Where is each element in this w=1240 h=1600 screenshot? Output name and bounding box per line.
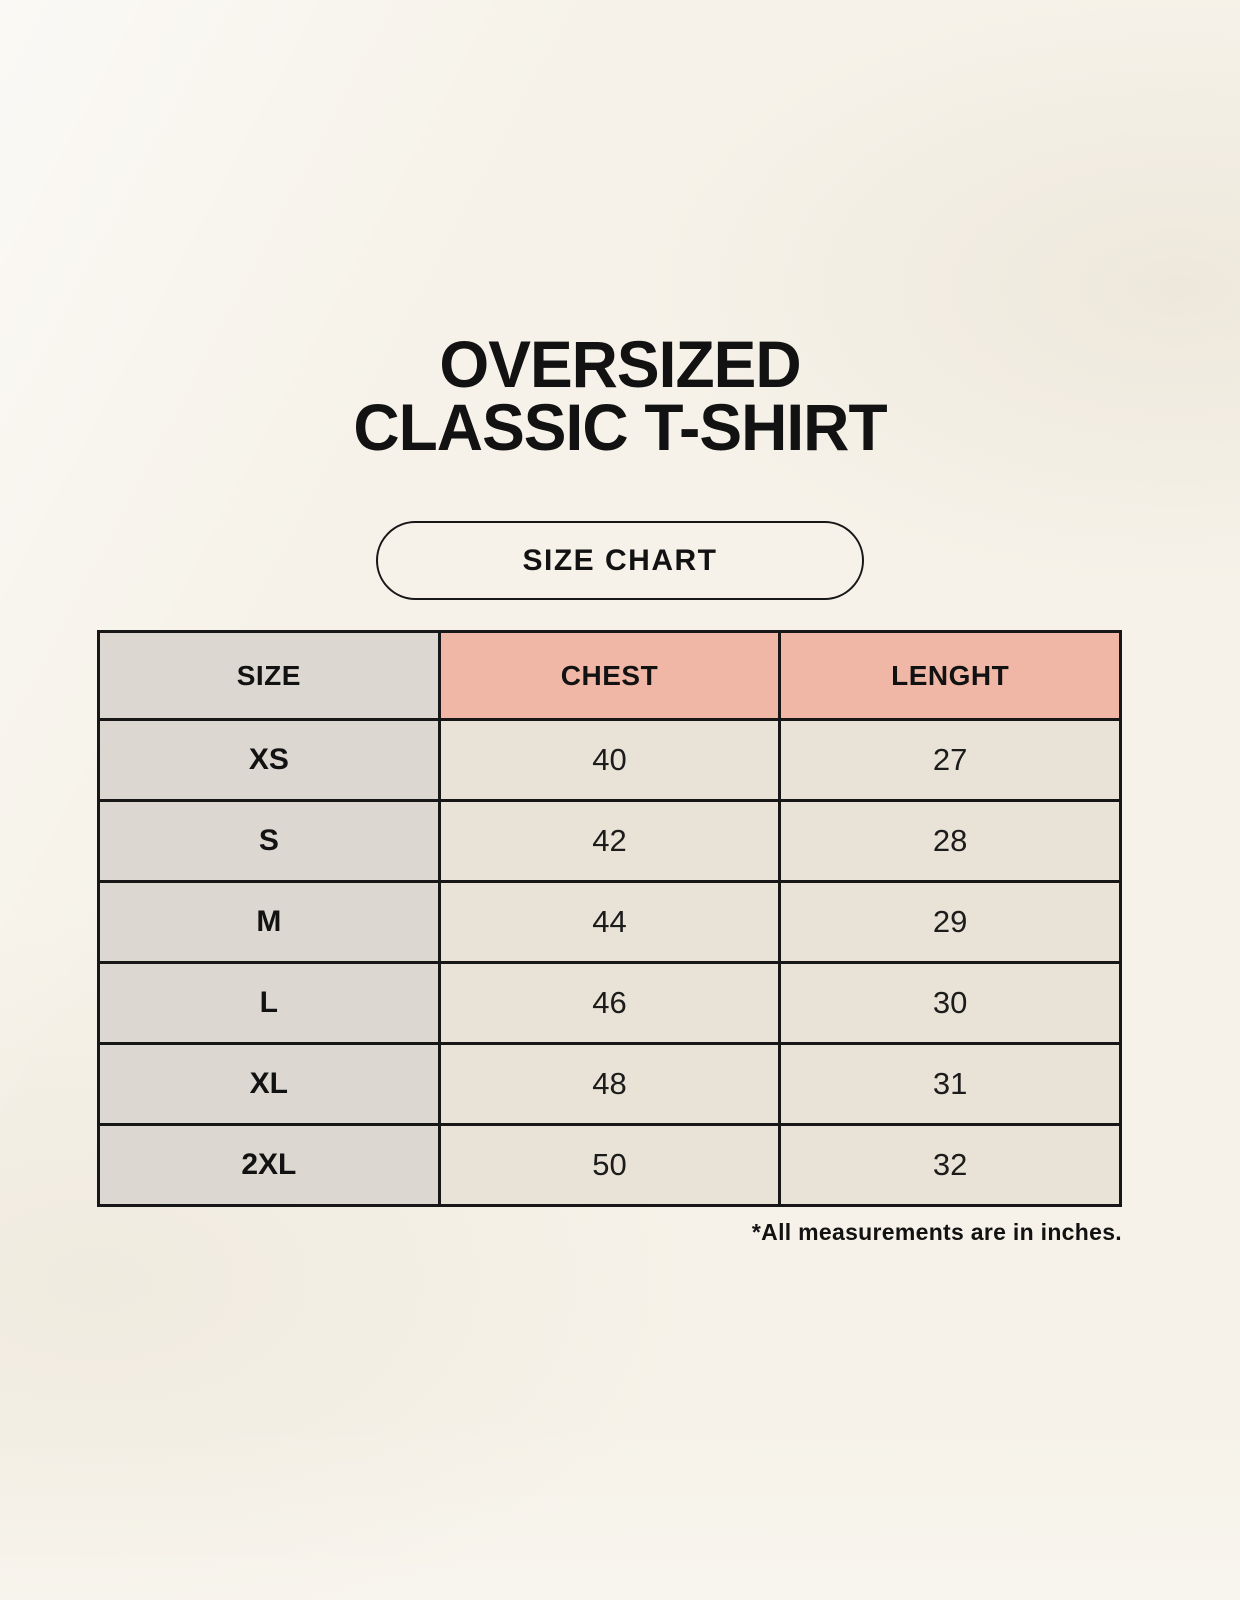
size-cell: XS [97, 718, 441, 802]
length-cell: 27 [778, 718, 1122, 802]
measurements-footnote: *All measurements are in inches. [751, 1219, 1122, 1245]
chest-cell: 40 [437, 718, 782, 802]
size-chart-badge[interactable]: SIZE CHART [376, 521, 864, 600]
length-cell: 31 [778, 1042, 1122, 1126]
column-header-chest: CHEST [437, 630, 782, 721]
column-header-length: LENGHT [778, 630, 1122, 721]
table-row: 2XL 50 32 [97, 1123, 1122, 1207]
length-cell: 28 [778, 799, 1122, 883]
size-cell: M [97, 880, 441, 964]
chest-cell: 50 [437, 1123, 782, 1207]
table-row: XS 40 27 [97, 718, 1122, 802]
chest-cell: 44 [437, 880, 782, 964]
chest-cell: 48 [437, 1042, 782, 1126]
size-cell: 2XL [97, 1123, 441, 1207]
size-cell: XL [97, 1042, 441, 1126]
chest-cell: 46 [437, 961, 782, 1045]
length-cell: 30 [778, 961, 1122, 1045]
length-cell: 32 [778, 1123, 1122, 1207]
chest-cell: 42 [437, 799, 782, 883]
size-chart-table: SIZE CHEST LENGHT XS 40 27 S 42 28 M 44 … [97, 630, 1122, 1207]
page-title-line2: CLASSIC T-SHIRT [353, 390, 887, 464]
page-title-line1: OVERSIZED [439, 327, 801, 401]
table-row: M 44 29 [97, 880, 1122, 964]
table-row: S 42 28 [97, 799, 1122, 883]
page-title: OVERSIZED CLASSIC T-SHIRT [19, 331, 1222, 460]
size-cell: L [97, 961, 441, 1045]
table-row: XL 48 31 [97, 1042, 1122, 1126]
column-header-size: SIZE [97, 630, 441, 721]
table-row: L 46 30 [97, 961, 1122, 1045]
length-cell: 29 [778, 880, 1122, 964]
table-header-row: SIZE CHEST LENGHT [97, 630, 1122, 721]
size-cell: S [97, 799, 441, 883]
